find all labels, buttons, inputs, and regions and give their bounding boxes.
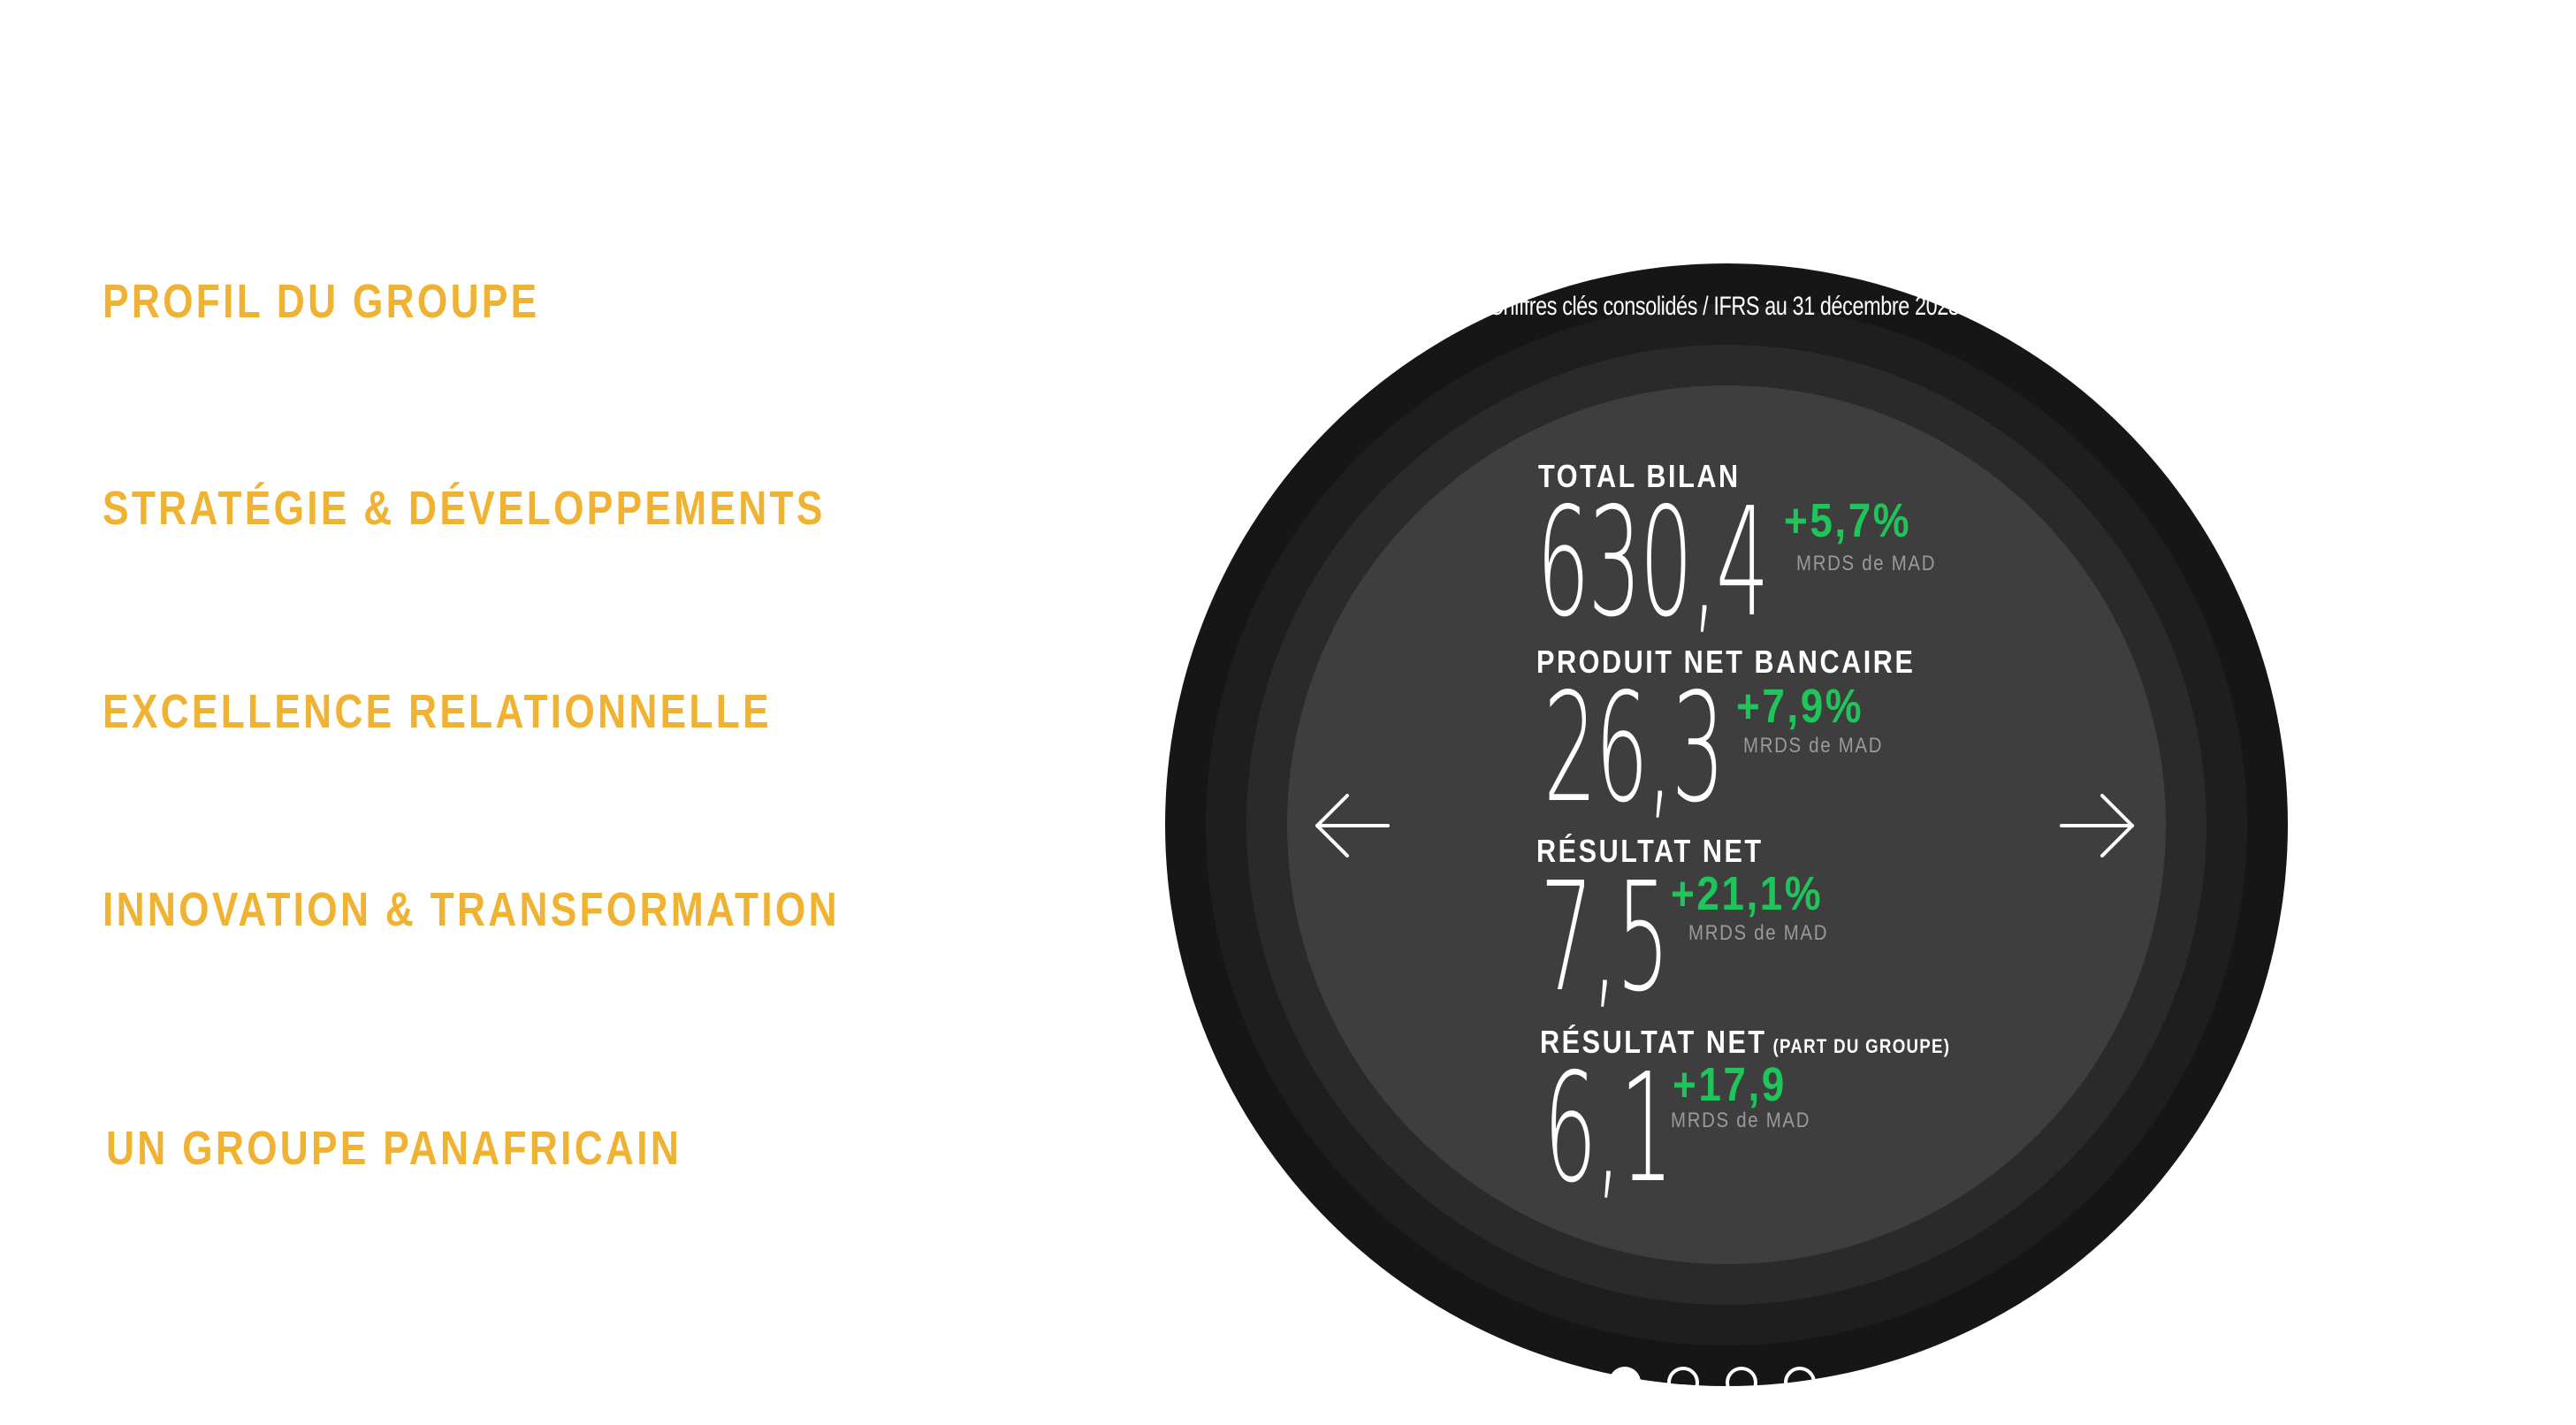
metric-unit-resultat-net-groupe: MRDS de MAD bbox=[1671, 1109, 1811, 1132]
metric-unit-pnb: MRDS de MAD bbox=[1743, 734, 1884, 758]
metric-sublabel: (PART DU GROUPE) bbox=[1772, 1035, 1951, 1057]
nav-item-panafricain[interactable]: UN GROUPE PANAFRICAIN bbox=[106, 1122, 682, 1175]
arrow-left-icon bbox=[1315, 794, 1390, 857]
metric-growth-total-bilan: +5,7% bbox=[1784, 494, 1912, 547]
metric-label-pnb: PRODUIT NET BANCAIRE bbox=[1536, 644, 1916, 680]
metric-label-resultat-net-groupe: RÉSULTAT NET (PART DU GROUPE) bbox=[1540, 1024, 1950, 1061]
nav-item-excellence[interactable]: EXCELLENCE RELATIONNELLE bbox=[103, 685, 772, 738]
arrow-right-icon bbox=[2060, 794, 2134, 857]
prev-slide-button[interactable] bbox=[1312, 790, 1391, 861]
pagination-dot-3[interactable] bbox=[1726, 1367, 1757, 1398]
metric-value-resultat-net: 7,5 bbox=[1540, 850, 1670, 1025]
metric-unit-resultat-net: MRDS de MAD bbox=[1688, 921, 1829, 945]
metric-value-pnb: 26,3 bbox=[1543, 661, 1725, 836]
next-slide-button[interactable] bbox=[2058, 790, 2138, 861]
nav-item-profil[interactable]: PROFIL DU GROUPE bbox=[103, 275, 540, 328]
metric-unit-total-bilan: MRDS de MAD bbox=[1796, 552, 1937, 575]
circle-inner-disc bbox=[1287, 385, 2166, 1264]
nav-item-innovation[interactable]: INNOVATION & TRANSFORMATION bbox=[103, 883, 840, 936]
metric-growth-resultat-net: +21,1% bbox=[1671, 867, 1824, 920]
nav-item-strategie[interactable]: STRATÉGIE & DÉVELOPPEMENTS bbox=[103, 482, 826, 535]
metric-growth-resultat-net-groupe: +17,9 bbox=[1673, 1058, 1787, 1111]
metric-value-resultat-net-groupe: 6,1 bbox=[1543, 1041, 1673, 1216]
pagination-dot-1[interactable] bbox=[1609, 1367, 1641, 1398]
metric-label-text: RÉSULTAT NET bbox=[1540, 1024, 1767, 1060]
pagination-dot-4[interactable] bbox=[1784, 1367, 1816, 1398]
metric-label-total-bilan: TOTAL BILAN bbox=[1538, 458, 1741, 494]
slide-caption: Chiffres clés consolidés / IFRS au 31 dé… bbox=[1489, 292, 1960, 321]
metric-label-resultat-net: RÉSULTAT NET bbox=[1536, 833, 1764, 869]
metric-value-total-bilan: 630,4 bbox=[1536, 476, 1770, 651]
slide-pagination bbox=[1609, 1367, 1816, 1398]
pagination-dot-2[interactable] bbox=[1667, 1367, 1699, 1398]
metric-growth-pnb: +7,9% bbox=[1736, 680, 1864, 733]
